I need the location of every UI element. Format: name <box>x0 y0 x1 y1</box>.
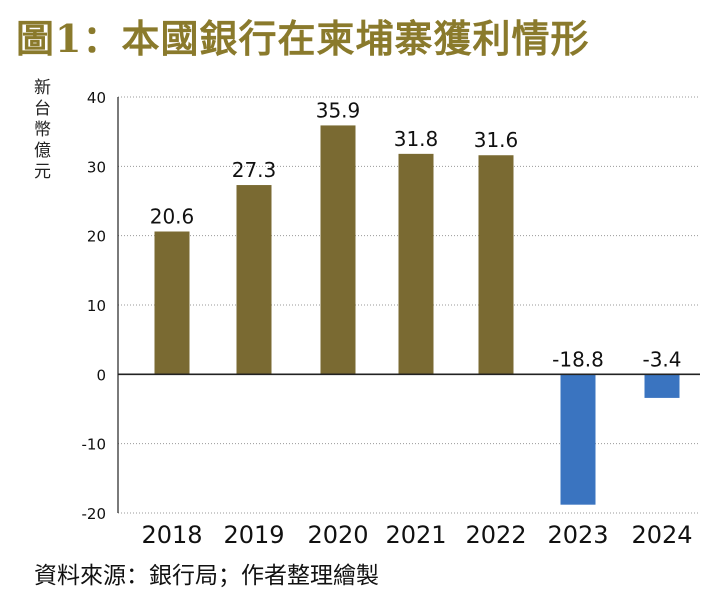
bar-2022 <box>478 155 514 375</box>
y-tick-label: 10 <box>87 297 106 315</box>
data-label-2024: -3.4 <box>642 347 681 371</box>
bar-2023 <box>560 374 596 505</box>
y-tick-label: -20 <box>82 505 107 523</box>
bar-2024 <box>644 374 680 398</box>
x-tick-label-2024: 2024 <box>631 521 692 549</box>
bar-2020 <box>320 125 356 375</box>
bar-2021 <box>398 153 434 375</box>
x-tick-label-2020: 2020 <box>307 521 368 549</box>
x-tick-label-2022: 2022 <box>465 521 526 549</box>
data-label-2023: -18.8 <box>552 347 604 371</box>
chart-title: 圖1：本國銀行在柬埔寨獲利情形 <box>16 16 590 61</box>
x-tick-label-2019: 2019 <box>223 521 284 549</box>
data-label-2021: 31.8 <box>394 127 439 151</box>
x-tick-label-2023: 2023 <box>547 521 608 549</box>
source-note: 資料來源：銀行局；作者整理繪製 <box>34 563 379 589</box>
data-label-2022: 31.6 <box>474 128 519 152</box>
y-tick-label: 0 <box>96 366 106 384</box>
data-label-2019: 27.3 <box>232 158 277 182</box>
y-tick-label: -10 <box>82 436 107 454</box>
x-tick-label-2021: 2021 <box>385 521 446 549</box>
y-axis-unit-label: 新台幣億元 <box>34 78 51 182</box>
x-tick-label-2018: 2018 <box>141 521 202 549</box>
y-tick-label: 20 <box>87 228 106 246</box>
bar-2018 <box>154 231 190 375</box>
y-tick-label: 30 <box>87 158 106 176</box>
data-label-2020: 35.9 <box>316 98 361 122</box>
y-tick-label: 40 <box>87 89 106 107</box>
bar-2019 <box>236 185 272 375</box>
data-label-2018: 20.6 <box>150 205 195 229</box>
